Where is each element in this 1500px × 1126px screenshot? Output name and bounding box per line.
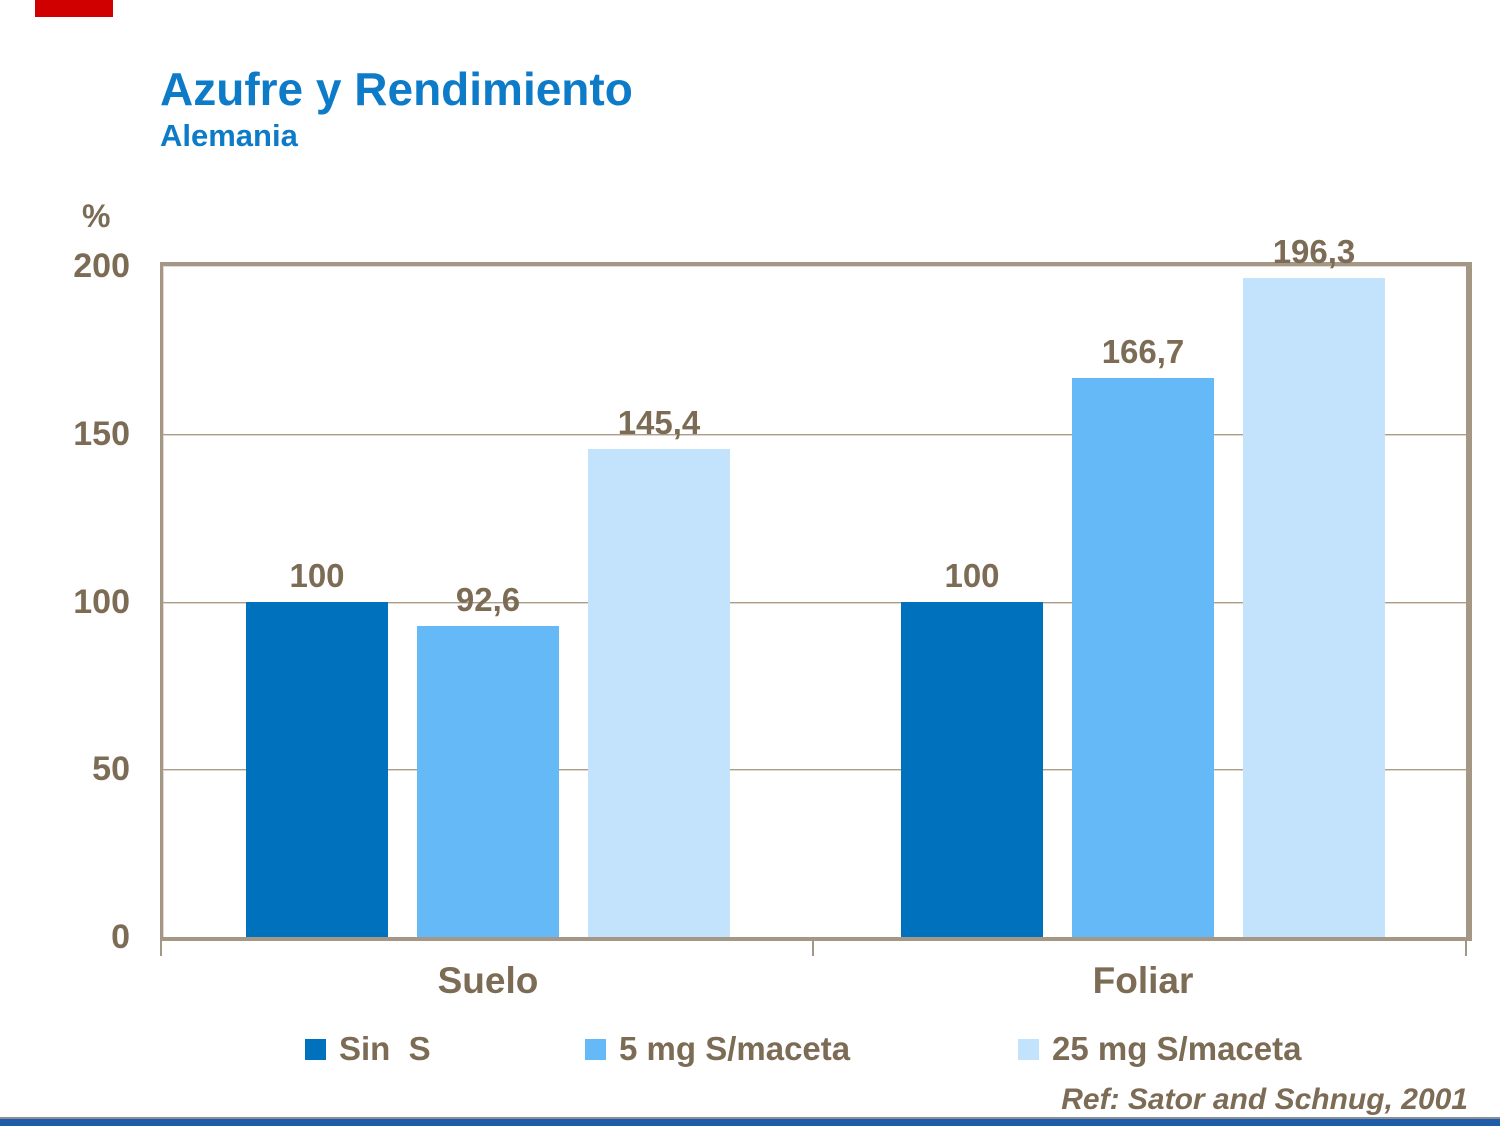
category-label-suelo: Suelo (437, 960, 539, 1001)
bar-suelo-sin-s (246, 601, 388, 937)
legend-label-sin-s: Sin S (339, 1030, 431, 1067)
bar-value-label-foliar-5-mg-smaceta: 166,7 (1101, 332, 1185, 370)
footer-bar (0, 1119, 1500, 1126)
bar-foliar-sin-s (901, 601, 1043, 937)
y-axis-unit-label: % (82, 198, 111, 234)
bar-foliar-25-mg-smaceta (1243, 278, 1385, 937)
chart-subtitle: Alemania (160, 118, 298, 153)
bar-value-label-foliar-25-mg-smaceta: 196,3 (1272, 233, 1356, 271)
gridline-100 (163, 601, 1466, 603)
bar-value-label-foliar-sin-s: 100 (944, 556, 1000, 594)
legend-label-5-mg-smaceta: 5 mg S/maceta (619, 1030, 851, 1067)
footer-divider-line (0, 1117, 1500, 1119)
legend-label-25-mg-smaceta: 25 mg S/maceta (1052, 1030, 1302, 1067)
y-axis-tick-labels: 200 150 100 50 0 (20, 0, 130, 1126)
y-tick-label-150: 150 (73, 414, 130, 453)
gridline-50 (163, 769, 1466, 771)
plot-frame: 100 92,6 145,4 100 166,7 196,3 (160, 233, 1472, 941)
bar-value-label-suelo-sin-s: 100 (289, 556, 345, 594)
chart-title: Azufre y Rendimiento (160, 63, 633, 115)
bar-value-label-suelo-5-mg-smaceta: 92,6 (455, 581, 521, 619)
accent-bar (35, 0, 113, 17)
x-axis-tick (160, 937, 162, 956)
plot-area: 100 92,6 145,4 100 166,7 196,3 (163, 233, 1466, 937)
x-axis-tick (1465, 937, 1467, 956)
reference-credit: Ref: Sator and Schnug, 2001 (1061, 1083, 1468, 1116)
gridline-150 (163, 433, 1466, 435)
bar-suelo-25-mg-smaceta (588, 449, 730, 937)
bar-suelo-5-mg-smaceta (417, 626, 559, 937)
legend-item-5-mg-smaceta: 5 mg S/maceta (585, 1028, 850, 1070)
y-tick-label-200: 200 (73, 247, 130, 285)
legend-swatch-25-mg-smaceta (1018, 1038, 1039, 1060)
bar-foliar-5-mg-smaceta (1072, 377, 1214, 937)
legend-swatch-5-mg-smaceta (585, 1038, 606, 1060)
y-tick-label-50: 50 (92, 750, 130, 789)
x-axis-tick (812, 937, 814, 956)
legend-item-25-mg-smaceta: 25 mg S/maceta (1018, 1028, 1301, 1070)
legend-item-sin-s: Sin S (305, 1028, 431, 1070)
category-label-foliar: Foliar (1092, 960, 1194, 1001)
bar-value-label-suelo-25-mg-smaceta: 145,4 (617, 404, 701, 442)
y-tick-label-100: 100 (73, 582, 130, 621)
y-tick-label-0: 0 (111, 918, 130, 956)
legend-swatch-sin-s (305, 1038, 326, 1060)
